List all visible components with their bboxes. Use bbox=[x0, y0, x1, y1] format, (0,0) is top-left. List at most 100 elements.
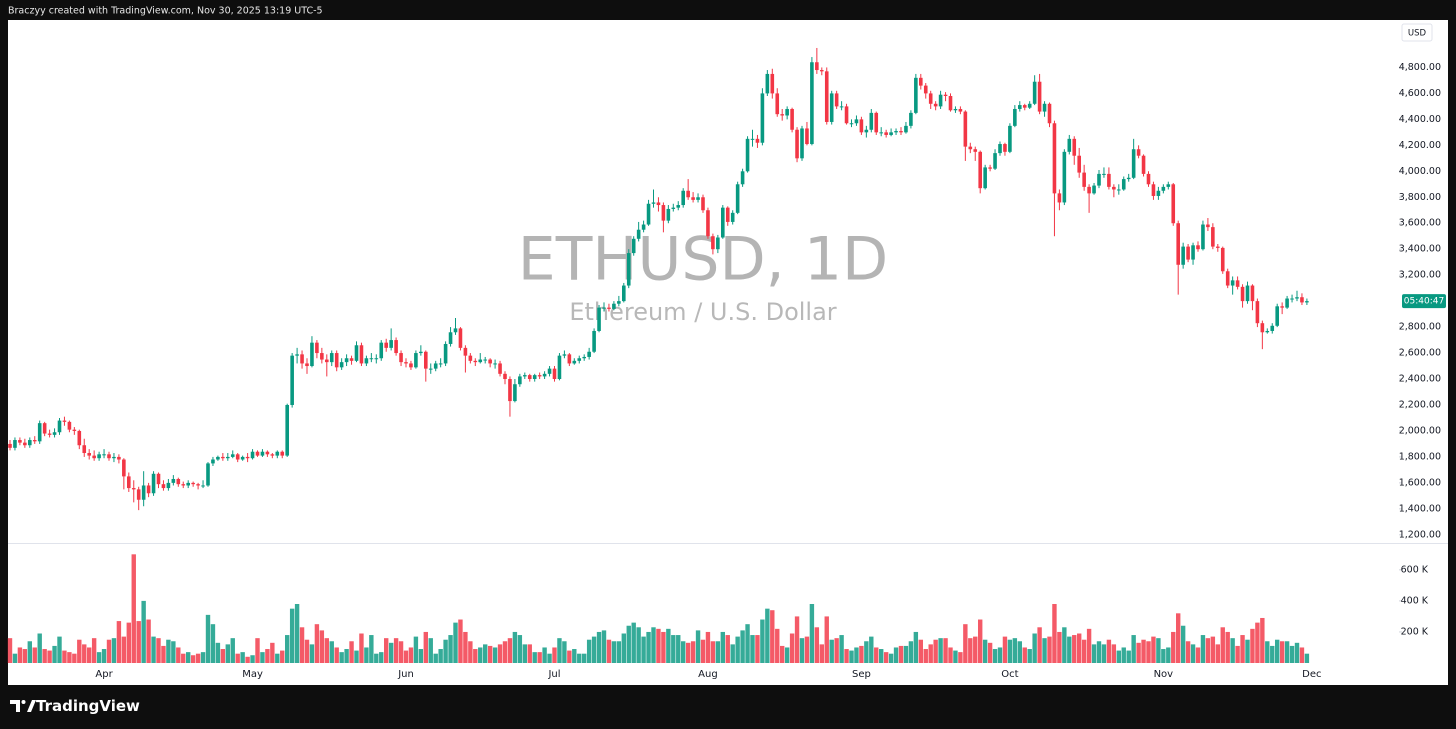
candle-body bbox=[478, 359, 483, 363]
volume-bar bbox=[755, 635, 760, 663]
candle-body bbox=[527, 375, 532, 380]
candle-body bbox=[82, 445, 87, 454]
candle-body bbox=[498, 363, 502, 374]
candle-body bbox=[344, 358, 349, 363]
candle-body bbox=[404, 362, 408, 364]
volume-bar bbox=[844, 649, 849, 663]
candle-body bbox=[998, 144, 1002, 154]
volume-bar bbox=[552, 647, 557, 663]
volume-bar bbox=[562, 641, 567, 663]
y-tick-label: 2,200.00 bbox=[1399, 399, 1441, 410]
candle-body bbox=[1037, 81, 1042, 112]
volume-bar bbox=[958, 652, 963, 663]
candle-body bbox=[641, 224, 646, 230]
candle-body bbox=[226, 456, 230, 459]
candle-body bbox=[1295, 297, 1299, 299]
volume-bar bbox=[91, 638, 97, 663]
candle-body bbox=[300, 354, 304, 364]
volume-bar bbox=[77, 639, 82, 663]
volume-bar bbox=[166, 639, 171, 663]
volume-bar bbox=[1002, 636, 1008, 663]
volume-bar bbox=[1270, 645, 1275, 663]
candle-body bbox=[503, 373, 507, 380]
y-tick-label: 1,600.00 bbox=[1399, 477, 1441, 488]
volume-bar bbox=[883, 652, 889, 663]
volume-bar bbox=[591, 636, 597, 663]
chart-area bbox=[8, 20, 1448, 685]
volume-bar bbox=[27, 641, 32, 663]
x-tick-label: Apr bbox=[95, 669, 113, 680]
candle-body bbox=[428, 368, 433, 370]
currency-box[interactable] bbox=[1401, 23, 1433, 42]
volume-bar bbox=[1146, 641, 1151, 663]
candle-body bbox=[1136, 149, 1141, 156]
candle-body bbox=[958, 108, 963, 112]
candle-body bbox=[1112, 186, 1116, 190]
volume-bar bbox=[760, 619, 765, 663]
candle-body bbox=[1082, 172, 1086, 187]
y-tick-label: 4,400.00 bbox=[1399, 114, 1441, 125]
candle-body bbox=[1220, 247, 1225, 272]
volume-bar bbox=[1304, 653, 1310, 663]
candle-body bbox=[8, 443, 12, 448]
volume-bar bbox=[304, 639, 310, 663]
volume-bar bbox=[735, 636, 740, 663]
currency[interactable]: USD bbox=[1408, 29, 1427, 39]
candle-body bbox=[1171, 184, 1176, 224]
volume-bar bbox=[1081, 639, 1087, 663]
candle-body bbox=[384, 342, 388, 348]
volume-bar bbox=[329, 641, 334, 663]
volume-bar bbox=[685, 642, 691, 663]
volume-bar bbox=[463, 631, 468, 663]
candle-body bbox=[1057, 193, 1062, 203]
volume-bar bbox=[195, 653, 201, 663]
candle-body bbox=[320, 353, 324, 360]
volume-bar bbox=[824, 616, 829, 663]
volume-bar bbox=[874, 647, 879, 663]
candle-body bbox=[443, 343, 448, 364]
candle-body bbox=[201, 485, 205, 487]
candle-body bbox=[1206, 224, 1210, 228]
candle-body bbox=[448, 332, 453, 344]
volume-bar bbox=[522, 644, 527, 663]
candle-body bbox=[1131, 149, 1136, 178]
candle-body bbox=[864, 129, 869, 133]
volume-bar bbox=[131, 554, 136, 663]
candle-body bbox=[32, 440, 37, 442]
candle-body bbox=[488, 359, 492, 364]
volume-bar bbox=[676, 635, 681, 663]
candle-body bbox=[1201, 224, 1205, 250]
volume-bar bbox=[973, 636, 978, 663]
volume-tick-label: 400 K bbox=[1401, 595, 1429, 606]
candle-body bbox=[676, 205, 681, 208]
candle-body bbox=[735, 184, 740, 213]
candle-body bbox=[62, 420, 67, 422]
candle-body bbox=[805, 128, 809, 145]
candle-body bbox=[171, 478, 176, 483]
candle-body bbox=[354, 345, 359, 361]
candle-body bbox=[631, 238, 636, 254]
volume-bar bbox=[1215, 644, 1220, 663]
candle-body bbox=[245, 456, 250, 459]
volume-bar bbox=[106, 639, 112, 663]
candle-body bbox=[1235, 280, 1240, 287]
logo-mark bbox=[27, 700, 36, 712]
candle-body bbox=[532, 375, 537, 380]
candle-body bbox=[869, 112, 874, 130]
candle-body bbox=[131, 488, 136, 490]
candle-body bbox=[1072, 138, 1077, 156]
candle-body bbox=[730, 212, 735, 222]
candle-body bbox=[1087, 186, 1091, 194]
y-tick-label: 2,400.00 bbox=[1399, 374, 1441, 385]
volume-bar bbox=[388, 642, 394, 663]
candle-body bbox=[1300, 297, 1304, 303]
volume-bar bbox=[1052, 604, 1057, 663]
candle-body bbox=[800, 128, 804, 159]
volume-bar bbox=[186, 652, 191, 663]
volume-bar bbox=[1077, 633, 1082, 663]
volume-bar bbox=[1255, 622, 1260, 663]
volume-bar bbox=[7, 638, 13, 663]
volume-bar bbox=[299, 627, 305, 663]
y-tick-label: 4,800.00 bbox=[1399, 62, 1441, 73]
volume-bar bbox=[87, 647, 92, 663]
